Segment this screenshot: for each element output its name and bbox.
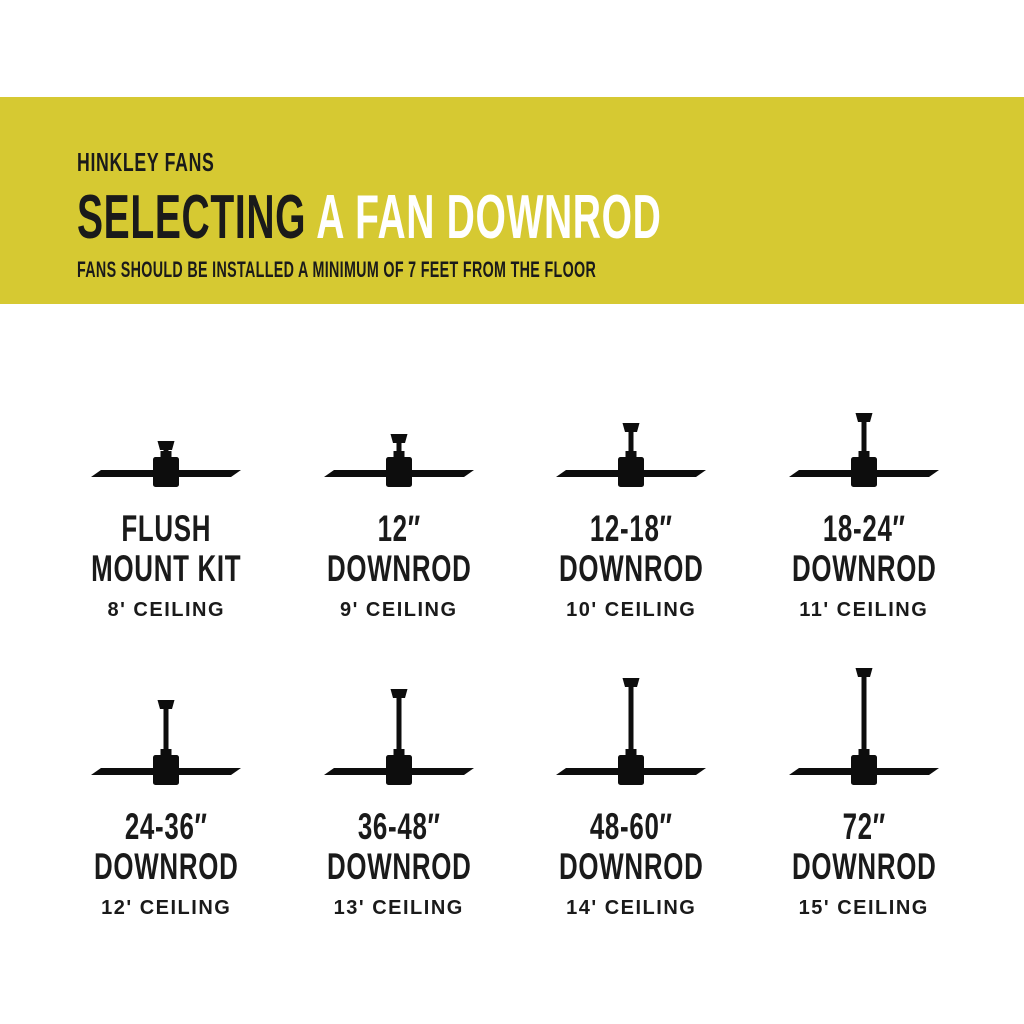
downrod-card-12in: 12″ DOWNROD 9' CEILING bbox=[283, 409, 516, 622]
downrod-card-36-48in: 36-48″ DOWNROD 13' CEILING bbox=[283, 667, 516, 920]
header-banner: HINKLEY FANS SELECTING A FAN DOWNROD FAN… bbox=[0, 97, 1024, 304]
downrod-size-label: 12″ DOWNROD bbox=[326, 508, 471, 589]
ceiling-height-label: 9' CEILING bbox=[339, 599, 458, 621]
downrod-size-label: 24-36″ DOWNROD bbox=[94, 806, 239, 887]
downrod-size-label: 18-24″ DOWNROD bbox=[791, 508, 936, 589]
downrod-card-18-24in: 18-24″ DOWNROD 11' CEILING bbox=[748, 409, 981, 622]
downrod-size-label: 72″ DOWNROD bbox=[791, 806, 936, 887]
ceiling-fan-flush-mount-icon bbox=[50, 409, 283, 487]
downrod-options-grid: FLUSH MOUNT KIT 8' CEILING 12″ DOWNROD 9… bbox=[50, 304, 980, 920]
ceiling-fan-downrod-icon bbox=[515, 409, 748, 487]
ceiling-height-label: 10' CEILING bbox=[566, 599, 697, 621]
ceiling-height-label: 11' CEILING bbox=[799, 599, 929, 621]
downrod-row-2: 24-36″ DOWNROD 12' CEILING 36-48″ DOWNRO… bbox=[50, 667, 980, 920]
downrod-row-1: FLUSH MOUNT KIT 8' CEILING 12″ DOWNROD 9… bbox=[50, 409, 980, 622]
downrod-card-24-36in: 24-36″ DOWNROD 12' CEILING bbox=[50, 667, 283, 920]
ceiling-height-label: 15' CEILING bbox=[798, 897, 929, 919]
ceiling-fan-downrod-icon bbox=[50, 667, 283, 785]
downrod-card-72in: 72″ DOWNROD 15' CEILING bbox=[748, 667, 981, 920]
ceiling-height-label: 13' CEILING bbox=[333, 897, 464, 919]
downrod-card-12-18in: 12-18″ DOWNROD 10' CEILING bbox=[515, 409, 748, 622]
page-title: SELECTING A FAN DOWNROD bbox=[77, 187, 674, 249]
ceiling-fan-downrod-icon bbox=[748, 409, 981, 487]
downrod-size-label: 12-18″ DOWNROD bbox=[559, 508, 704, 589]
downrod-size-label: 48-60″ DOWNROD bbox=[559, 806, 704, 887]
ceiling-fan-downrod-icon bbox=[515, 667, 748, 785]
page-title-light: A FAN DOWNROD bbox=[316, 183, 662, 252]
page-title-dark: SELECTING bbox=[77, 183, 307, 252]
ceiling-height-label: 12' CEILING bbox=[101, 897, 232, 919]
ceiling-fan-downrod-icon bbox=[748, 667, 981, 785]
downrod-card-flush-mount: FLUSH MOUNT KIT 8' CEILING bbox=[50, 409, 283, 622]
ceiling-height-label: 8' CEILING bbox=[107, 599, 226, 621]
ceiling-fan-downrod-icon bbox=[283, 667, 516, 785]
ceiling-height-label: 14' CEILING bbox=[566, 897, 697, 919]
ceiling-fan-downrod-icon bbox=[283, 409, 516, 487]
downrod-size-label: 36-48″ DOWNROD bbox=[326, 806, 471, 887]
page-subtitle: FANS SHOULD BE INSTALLED A MINIMUM OF 7 … bbox=[77, 257, 597, 282]
downrod-card-48-60in: 48-60″ DOWNROD 14' CEILING bbox=[515, 667, 748, 920]
brand-text: HINKLEY FANS bbox=[77, 147, 215, 177]
downrod-size-label: FLUSH MOUNT KIT bbox=[91, 508, 242, 589]
